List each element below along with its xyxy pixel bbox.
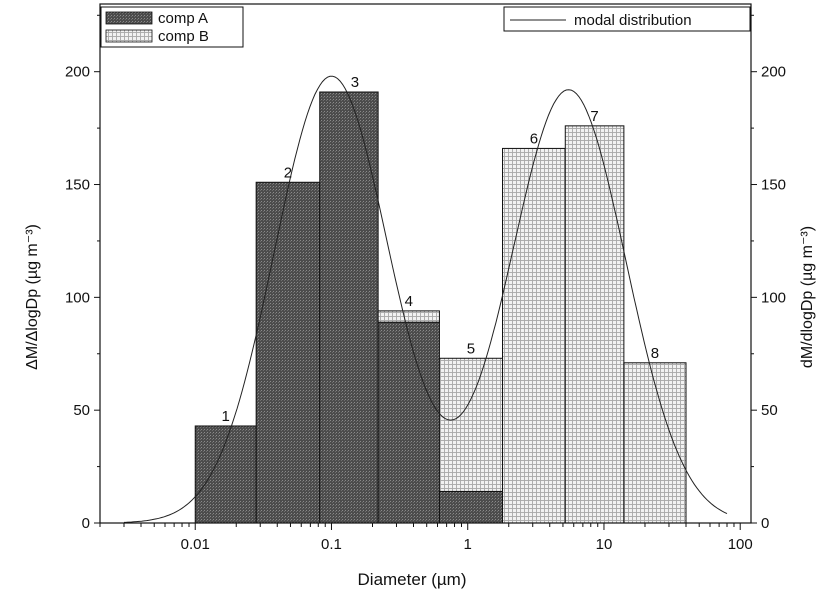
bin-label-8: 8: [651, 345, 659, 362]
legend-swatch-comp-b: [105, 29, 153, 43]
bar-comp-a-1: [194, 425, 257, 524]
y-tick-label-right-50: 50: [761, 402, 778, 419]
x-tick-label-0.1: 0.1: [321, 536, 342, 553]
modal-distribution-curve: [123, 75, 728, 523]
y-tick-label-left-0: 0: [82, 515, 90, 532]
bars-layer: [194, 91, 687, 524]
legend-left: comp A comp B: [100, 6, 244, 48]
bar-comp-b-4: [377, 310, 440, 323]
curve-layer: [123, 75, 728, 523]
y-axis-label-left: ΔM/ΔlogDp (µg m⁻³): [24, 224, 41, 370]
y-tick-label-left-200: 200: [65, 64, 90, 81]
x-tick-label-0.01: 0.01: [181, 536, 210, 553]
bin-label-6: 6: [530, 130, 538, 147]
plot-frame: [99, 3, 752, 524]
legend-label-comp-a: comp A: [158, 10, 208, 27]
x-tick-label-10: 10: [596, 536, 613, 553]
legend-label-modal: modal distribution: [574, 12, 692, 29]
x-tick-label-100: 100: [728, 536, 753, 553]
bin-label-3: 3: [351, 74, 359, 91]
bin-label-7: 7: [590, 108, 598, 125]
legend-right: modal distribution: [503, 6, 751, 32]
axes-layer: 0 0 50 50 100 100 150 150 200 200 0.01 0.1 1 10 100: [65, 3, 786, 553]
bar-comp-a-4: [377, 321, 440, 524]
bar-comp-a-3: [319, 91, 379, 524]
bar-comp-b-8: [623, 362, 687, 524]
bar-comp-b-6: [502, 147, 566, 524]
y-tick-label-right-100: 100: [761, 289, 786, 306]
y-axis-label-right: dM/dlogDp (µg m⁻³): [799, 226, 816, 368]
bin-label-1: 1: [222, 408, 230, 425]
bar-comp-b-7: [564, 125, 625, 524]
bar-comp-b-5: [438, 357, 504, 492]
x-axis-label: Diameter (µm): [358, 570, 467, 589]
y-tick-label-left-150: 150: [65, 177, 90, 194]
x-tick-label-1: 1: [464, 536, 472, 553]
y-tick-label-left-50: 50: [73, 402, 90, 419]
bin-label-4: 4: [405, 293, 413, 310]
bin-label-2: 2: [284, 164, 292, 181]
y-tick-label-left-100: 100: [65, 289, 90, 306]
y-tick-label-right-200: 200: [761, 64, 786, 81]
bar-comp-a-2: [255, 181, 321, 524]
legend-label-comp-b: comp B: [158, 28, 209, 45]
labels-layer: 1 2 3 4 5 6 7 8: [222, 74, 660, 425]
y-tick-label-right-150: 150: [761, 177, 786, 194]
bar-comp-a-5: [438, 490, 504, 524]
y-tick-label-right-0: 0: [761, 515, 769, 532]
bin-label-5: 5: [467, 340, 475, 357]
legend-swatch-comp-a: [105, 11, 153, 25]
